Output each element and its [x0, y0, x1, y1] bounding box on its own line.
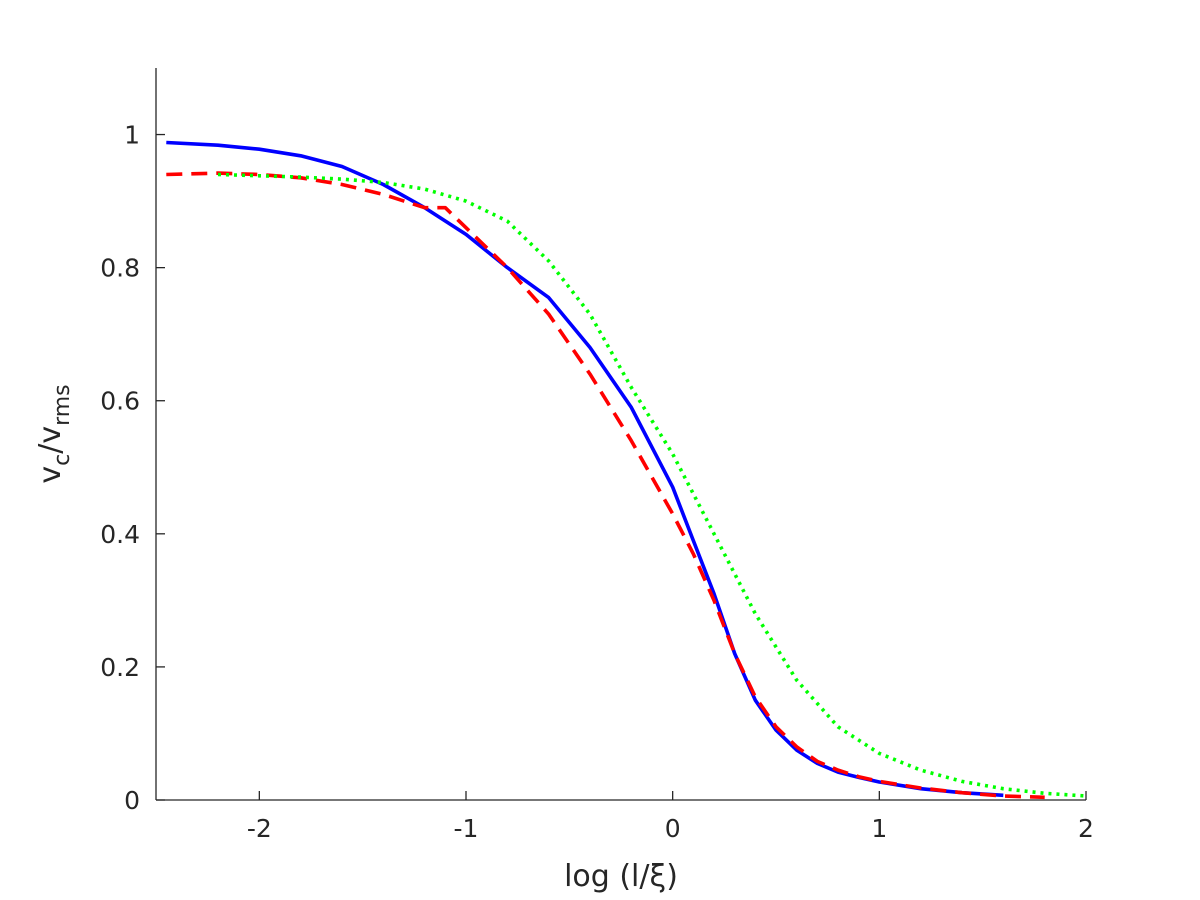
- x-tick-label: -1: [454, 814, 479, 843]
- y-tick-label: 0.4: [100, 520, 140, 549]
- x-axis-title: log (l/ξ): [564, 859, 678, 894]
- y-axis-title-slash: /v: [33, 426, 68, 454]
- y-tick-label: 0.2: [100, 653, 140, 682]
- y-tick-label: 1: [124, 121, 140, 150]
- ticks-layer: -2 -1 0 1 2 0 0.2 0.4 0.6 0.8 1: [100, 121, 1094, 843]
- series-line-solid: [166, 140, 1004, 798]
- x-tick-label: 0: [665, 814, 681, 843]
- y-axis-title: vc/vrms: [33, 384, 75, 483]
- y-tick-label: 0.8: [100, 254, 140, 283]
- y-axis-title-sub2: rms: [50, 384, 75, 426]
- y-axis-title-sub1: c: [50, 454, 75, 466]
- y-tick-label: 0: [124, 786, 140, 815]
- series-line-dashed: [166, 171, 1045, 800]
- x-tick-label: 2: [1078, 814, 1094, 843]
- y-axis-title-main: v: [33, 466, 68, 484]
- y-tick-label: 0.6: [100, 387, 140, 416]
- axes-layer: [155, 68, 1086, 801]
- series-line-dotted: [217, 172, 1087, 798]
- series-layer: [166, 140, 1087, 800]
- x-tick-label: -2: [247, 814, 272, 843]
- x-tick-label: 1: [871, 814, 887, 843]
